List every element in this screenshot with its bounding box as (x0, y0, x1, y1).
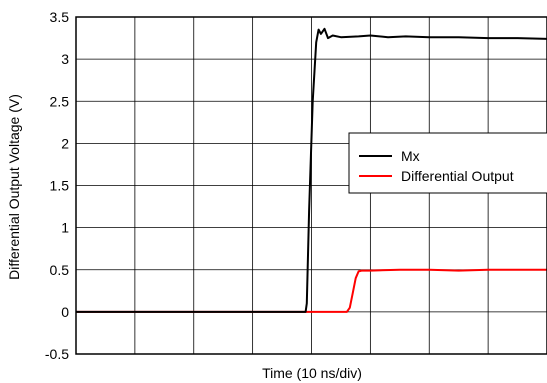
y-tick-label: 3.5 (50, 9, 70, 25)
y-tick-labels: -0.5 0 0.5 1 1.5 2 2.5 3 3.5 (45, 9, 69, 362)
y-tick-label: 2.5 (50, 93, 70, 109)
x-axis-title: Time (10 ns/div) (262, 365, 362, 381)
y-tick-label: 1 (61, 220, 69, 236)
legend-label-mx: Mx (401, 148, 420, 164)
legend-label-differential-output: Differential Output (401, 168, 514, 184)
y-tick-label: 3 (61, 51, 69, 67)
y-tick-label: 2 (61, 135, 69, 151)
legend-box (348, 132, 547, 194)
plot-frame (75, 16, 547, 355)
series-line-differential-output (76, 268, 547, 313)
series-line-mx (76, 27, 547, 313)
y-tick-label: -0.5 (45, 346, 69, 362)
y-tick-label: 0 (61, 304, 69, 320)
y-tick-label: 1.5 (50, 178, 70, 194)
legend: Mx Differential Output (348, 132, 547, 194)
y-axis-title: Differential Output Voltage (V) (6, 94, 22, 280)
y-tick-label: 0.5 (50, 262, 70, 278)
series-group (76, 27, 547, 313)
